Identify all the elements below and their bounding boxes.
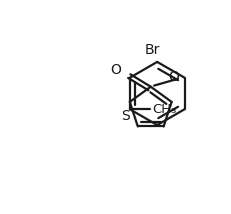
Text: O: O [168, 70, 179, 83]
Text: Br: Br [145, 43, 160, 57]
Text: O: O [111, 63, 122, 77]
Text: CH₃: CH₃ [152, 103, 177, 116]
Text: S: S [121, 109, 130, 123]
